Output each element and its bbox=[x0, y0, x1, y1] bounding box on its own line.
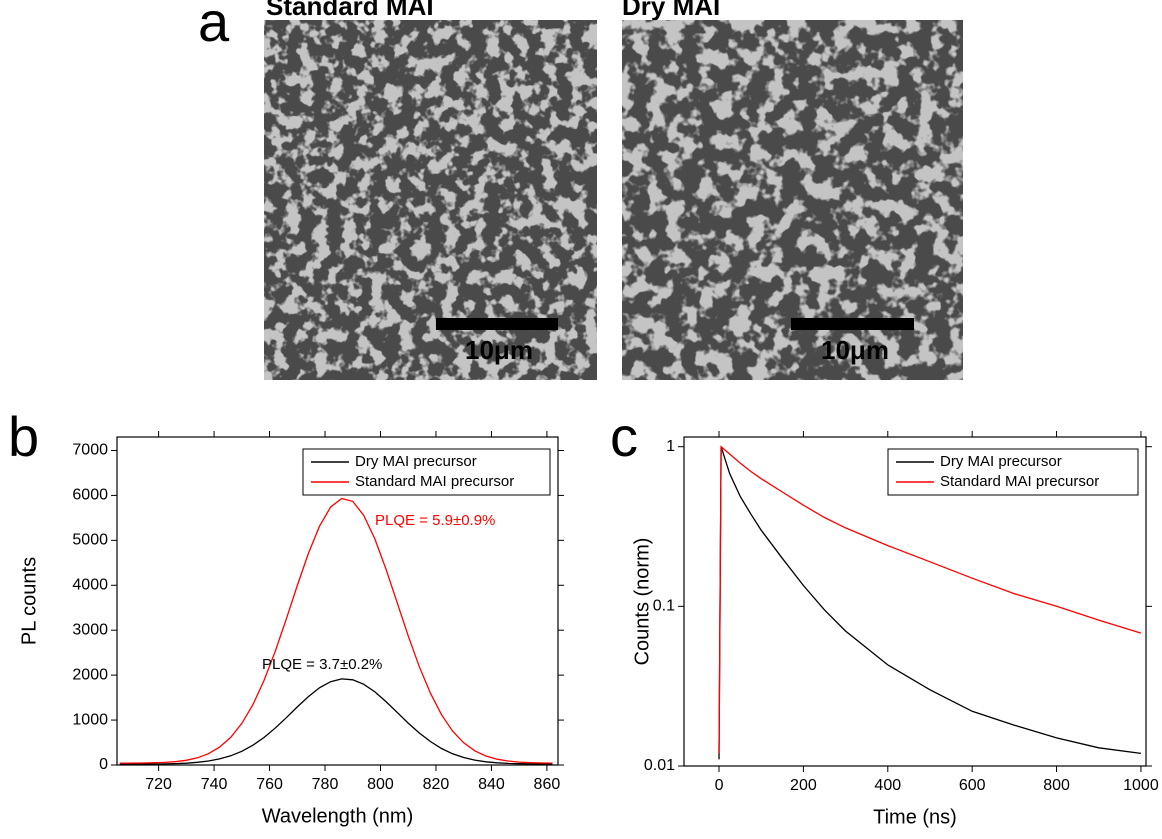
data-line bbox=[718, 446, 1141, 760]
image-title: Dry MAI bbox=[622, 0, 720, 21]
data-line bbox=[718, 445, 1142, 754]
y-axis-title: PL counts bbox=[18, 557, 40, 645]
x-tick-label: 400 bbox=[874, 777, 901, 794]
annotation: PLQE = 5.9±0.9% bbox=[375, 512, 495, 529]
scale-bar-label: 10μm bbox=[821, 335, 889, 365]
y-tick-label: 0.1 bbox=[653, 598, 675, 615]
x-axis-title: Time (ns) bbox=[873, 806, 957, 828]
legend-label: Standard MAI precursor bbox=[940, 473, 1099, 490]
y-tick-label: 0 bbox=[99, 756, 108, 773]
plot-frame bbox=[116, 436, 559, 766]
y-tick-label: 3000 bbox=[72, 621, 108, 638]
y-axis-title: Counts (norm) bbox=[631, 538, 653, 666]
panel-label: b bbox=[8, 405, 39, 468]
scale-bar bbox=[791, 318, 914, 330]
legend-label: Standard MAI precursor bbox=[355, 473, 514, 490]
y-tick-label: 1 bbox=[666, 438, 675, 455]
y-tick-label: 6000 bbox=[72, 487, 108, 504]
x-axis-title: Wavelength (nm) bbox=[262, 805, 414, 827]
legend-box bbox=[302, 448, 551, 496]
x-tick-label: 820 bbox=[423, 776, 450, 793]
y-tick-label: 0.01 bbox=[644, 757, 675, 774]
y-tick-label: 1000 bbox=[72, 711, 108, 728]
x-tick-label: 0 bbox=[715, 777, 724, 794]
y-tick-label: 2000 bbox=[72, 666, 108, 683]
x-tick-label: 800 bbox=[1043, 777, 1070, 794]
x-tick-label: 740 bbox=[201, 776, 228, 793]
data-line bbox=[119, 497, 553, 764]
x-tick-label: 800 bbox=[367, 776, 394, 793]
scale-bar bbox=[436, 318, 558, 330]
y-tick-label: 7000 bbox=[72, 442, 108, 459]
plot-frame bbox=[683, 436, 1147, 767]
x-tick-label: 760 bbox=[256, 776, 283, 793]
panel-label: a bbox=[198, 0, 230, 53]
legend-label: Dry MAI precursor bbox=[355, 453, 477, 470]
x-tick-label: 860 bbox=[534, 776, 561, 793]
x-tick-label: 780 bbox=[312, 776, 339, 793]
data-line bbox=[119, 678, 553, 765]
x-tick-label: 840 bbox=[478, 776, 505, 793]
annotation: PLQE = 3.7±0.2% bbox=[262, 656, 382, 673]
image-title: Standard MAI bbox=[266, 0, 434, 21]
panel-label: c bbox=[610, 405, 638, 468]
x-tick-label: 1000 bbox=[1123, 777, 1159, 794]
y-tick-label: 5000 bbox=[72, 532, 108, 549]
x-tick-label: 720 bbox=[145, 776, 172, 793]
x-tick-label: 600 bbox=[959, 777, 986, 794]
legend-box bbox=[887, 448, 1139, 496]
scale-bar-label: 10μm bbox=[465, 335, 533, 365]
x-tick-label: 200 bbox=[790, 777, 817, 794]
y-tick-label: 4000 bbox=[72, 576, 108, 593]
legend-label: Dry MAI precursor bbox=[940, 453, 1062, 470]
